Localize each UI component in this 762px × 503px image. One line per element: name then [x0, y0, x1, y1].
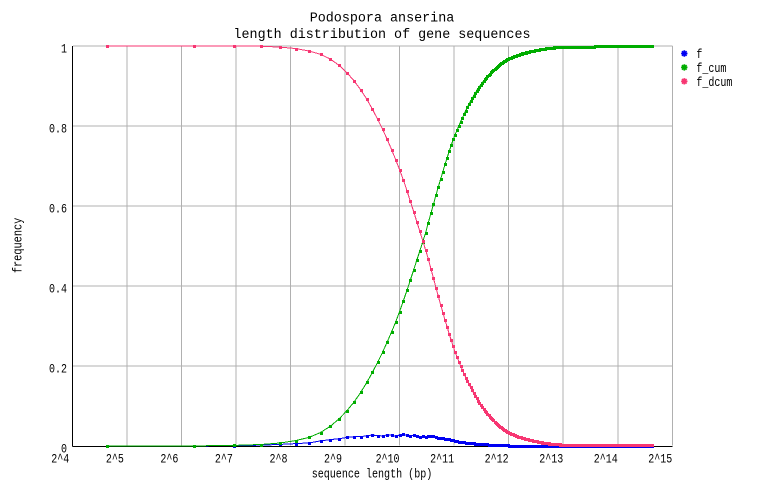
svg-text:2^7: 2^7: [215, 451, 233, 466]
svg-text:2^12: 2^12: [485, 451, 509, 466]
svg-text:2^11: 2^11: [430, 451, 454, 466]
svg-text:2^5: 2^5: [106, 451, 124, 466]
svg-text:2^10: 2^10: [376, 451, 400, 466]
svg-text:f_cum: f_cum: [696, 61, 726, 76]
svg-text:length distribution of gene se: length distribution of gene sequences: [234, 28, 531, 43]
svg-text:1: 1: [61, 42, 67, 57]
svg-text:frequency: frequency: [10, 217, 25, 273]
svg-text:Podospora anserina: Podospora anserina: [310, 12, 455, 27]
svg-text:0: 0: [61, 442, 67, 457]
svg-text:0.6: 0.6: [49, 202, 67, 217]
svg-text:2^6: 2^6: [160, 451, 178, 466]
svg-text:0.2: 0.2: [49, 362, 67, 377]
svg-text:0.4: 0.4: [49, 282, 67, 297]
svg-text:2^15: 2^15: [648, 451, 672, 466]
svg-text:2^14: 2^14: [594, 451, 618, 466]
svg-text:2^8: 2^8: [269, 451, 287, 466]
svg-text:2^4: 2^4: [51, 451, 69, 466]
svg-text:sequence length (bp): sequence length (bp): [312, 466, 433, 481]
svg-text:2^13: 2^13: [539, 451, 563, 466]
svg-text:2^9: 2^9: [324, 451, 342, 466]
svg-text:0.8: 0.8: [49, 122, 67, 137]
svg-text:f_dcum: f_dcum: [696, 75, 732, 90]
svg-text:f: f: [696, 47, 702, 62]
